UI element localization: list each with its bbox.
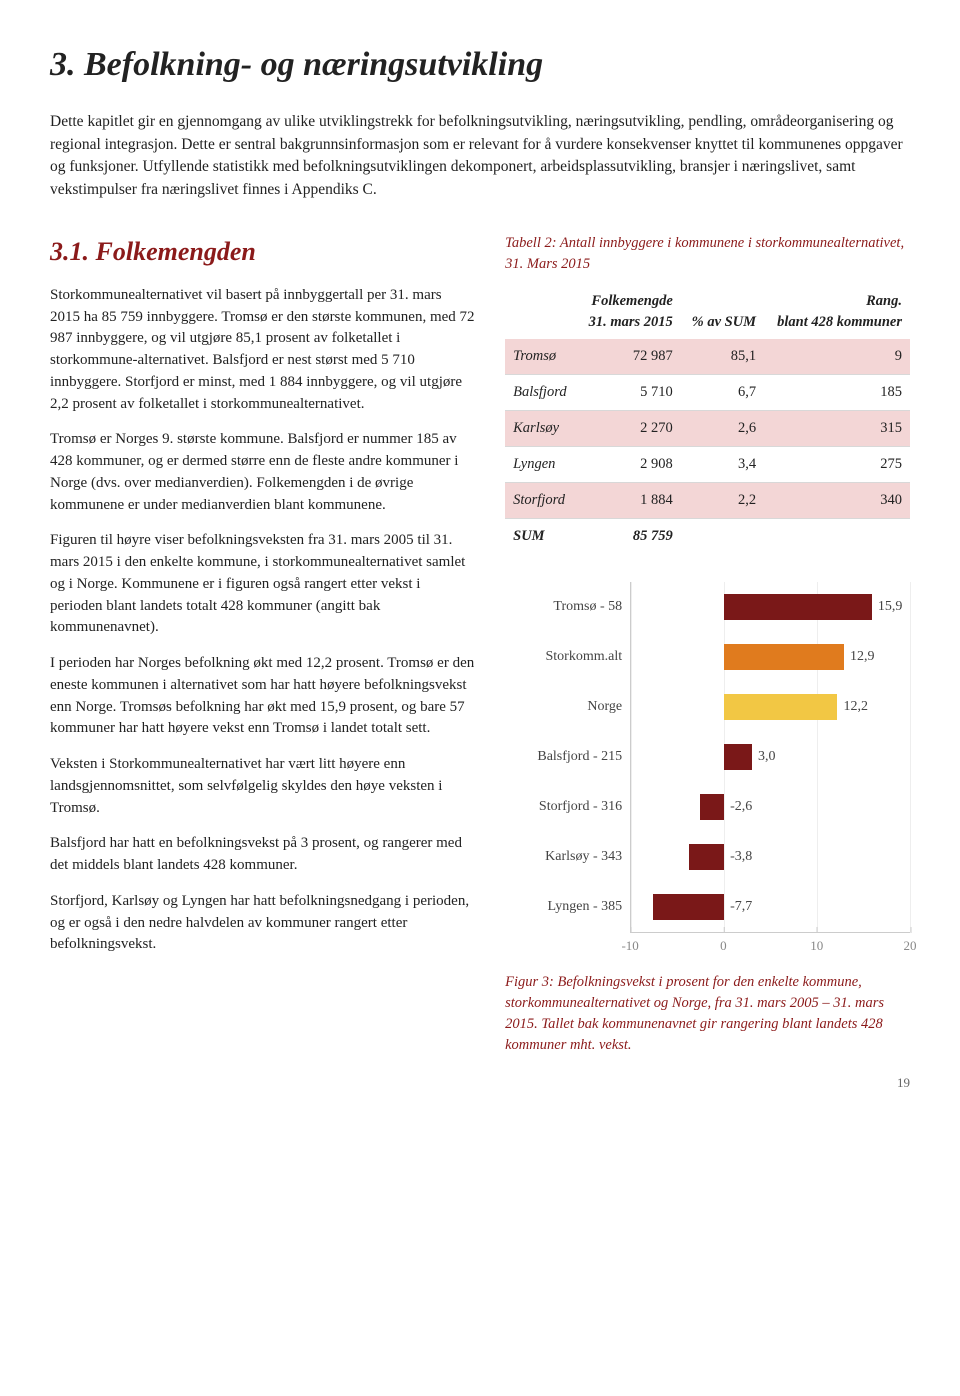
table-cell: 340: [764, 483, 910, 519]
chapter-title: 3. Befolkning- og næringsutvikling: [50, 40, 910, 89]
chart-bar-label: Norge: [505, 697, 630, 717]
intro-paragraph: Dette kapitlet gir en gjennomgang av uli…: [50, 111, 910, 201]
table-row: Tromsø72 98785,19: [505, 339, 910, 375]
table-header: Rang.blant 428 kommuner: [764, 285, 910, 339]
chart-bar-value: 12,9: [850, 647, 875, 667]
table-cell: 275: [764, 447, 910, 483]
table-row: Lyngen2 9083,4275: [505, 447, 910, 483]
chart-bar: [724, 744, 752, 770]
chart-bar: [700, 794, 724, 820]
table-cell: 85,1: [681, 339, 764, 375]
table-cell: SUM: [505, 519, 577, 555]
table-cell: [681, 519, 764, 555]
chart-track: 3,0: [630, 732, 910, 782]
chart-bar-row: Norge 12,2: [505, 682, 910, 732]
figure-caption: Figur 3: Befolkningsvekst i prosent for …: [505, 972, 910, 1056]
table-cell: 2 908: [577, 447, 681, 483]
chart-track: 12,2: [630, 682, 910, 732]
chart-bar-label: Storfjord - 316: [505, 797, 630, 817]
left-column: 3.1. Folkemengden Storkommunealternative…: [50, 233, 475, 1056]
table-row: Balsfjord5 7106,7185: [505, 375, 910, 411]
body-paragraph: Storfjord, Karlsøy og Lyngen har hatt be…: [50, 891, 475, 956]
population-table: Folkemengde31. mars 2015% av SUMRang.bla…: [505, 285, 910, 554]
chart-bar-row: Balsfjord - 215 3,0: [505, 732, 910, 782]
table-cell: Tromsø: [505, 339, 577, 375]
table-cell: 5 710: [577, 375, 681, 411]
table-cell: [764, 519, 910, 555]
table-row: Karlsøy2 2702,6315: [505, 411, 910, 447]
table-cell: 315: [764, 411, 910, 447]
axis-tick: -10: [621, 933, 638, 956]
table-sum-row: SUM85 759: [505, 519, 910, 555]
chart-x-axis: -1001020: [505, 932, 910, 956]
table-header: % av SUM: [681, 285, 764, 339]
table-cell: 1 884: [577, 483, 681, 519]
chart-bar-value: 3,0: [758, 747, 776, 767]
body-paragraph: Veksten i Storkommunealternativet har væ…: [50, 754, 475, 819]
chart-bar-row: Lyngen - 385 -7,7: [505, 882, 910, 932]
chart-bar-value: -3,8: [730, 847, 752, 867]
right-column: Tabell 2: Antall innbyggere i kommunene …: [505, 233, 910, 1056]
table-header: Folkemengde31. mars 2015: [577, 285, 681, 339]
chart-bar: [653, 894, 725, 920]
table-header: [505, 285, 577, 339]
body-paragraph: I perioden har Norges befolkning økt med…: [50, 653, 475, 740]
table-cell: Karlsøy: [505, 411, 577, 447]
table-row: Storfjord1 8842,2340: [505, 483, 910, 519]
chart-bar: [689, 844, 724, 870]
table-cell: 185: [764, 375, 910, 411]
table-cell: 2,6: [681, 411, 764, 447]
axis-tick: 10: [810, 933, 823, 956]
body-paragraph: Figuren til høyre viser befolkningsvekst…: [50, 530, 475, 639]
table-cell: Balsfjord: [505, 375, 577, 411]
chart-bar-value: 15,9: [878, 597, 903, 617]
two-column-layout: 3.1. Folkemengden Storkommunealternative…: [50, 233, 910, 1056]
chart-bar-row: Storfjord - 316 -2,6: [505, 782, 910, 832]
chart-bar-label: Lyngen - 385: [505, 897, 630, 917]
chart-track: 12,9: [630, 632, 910, 682]
chart-track: -3,8: [630, 832, 910, 882]
table-cell: 9: [764, 339, 910, 375]
table-cell: 72 987: [577, 339, 681, 375]
body-paragraph: Storkommunealternativet vil basert på in…: [50, 285, 475, 416]
axis-tick: 0: [720, 933, 727, 956]
chart-track: -7,7: [630, 882, 910, 932]
chart-bar-label: Tromsø - 58: [505, 597, 630, 617]
chart-bar-row: Tromsø - 58 15,9: [505, 582, 910, 632]
chart-bar-row: Storkomm.alt 12,9: [505, 632, 910, 682]
table-cell: 2,2: [681, 483, 764, 519]
chart-bar: [724, 594, 872, 620]
chart-track: -2,6: [630, 782, 910, 832]
table-caption: Tabell 2: Antall innbyggere i kommunene …: [505, 233, 910, 275]
table-cell: Storfjord: [505, 483, 577, 519]
chart-bar-row: Karlsøy - 343 -3,8: [505, 832, 910, 882]
chart-track: 15,9: [630, 582, 910, 632]
chart-bar-value: -7,7: [730, 897, 752, 917]
table-cell: 85 759: [577, 519, 681, 555]
body-paragraph: Balsfjord har hatt en befolkningsvekst p…: [50, 833, 475, 877]
chart-bar-label: Storkomm.alt: [505, 647, 630, 667]
table-cell: 3,4: [681, 447, 764, 483]
table-cell: Lyngen: [505, 447, 577, 483]
chart-bar-label: Balsfjord - 215: [505, 747, 630, 767]
body-paragraph: Tromsø er Norges 9. største kommune. Bal…: [50, 429, 475, 516]
chart-bar: [724, 694, 837, 720]
section-title: 3.1. Folkemengden: [50, 233, 475, 271]
chart-bar-value: -2,6: [730, 797, 752, 817]
growth-bar-chart: Tromsø - 58 15,9 Storkomm.alt 12,9 Norge 12,2…: [505, 582, 910, 956]
table-cell: 2 270: [577, 411, 681, 447]
page-number: 19: [50, 1074, 910, 1093]
table-cell: 6,7: [681, 375, 764, 411]
chart-bar-label: Karlsøy - 343: [505, 847, 630, 867]
chart-bar-value: 12,2: [843, 697, 868, 717]
chart-bar: [724, 644, 844, 670]
axis-tick: 20: [904, 933, 917, 956]
